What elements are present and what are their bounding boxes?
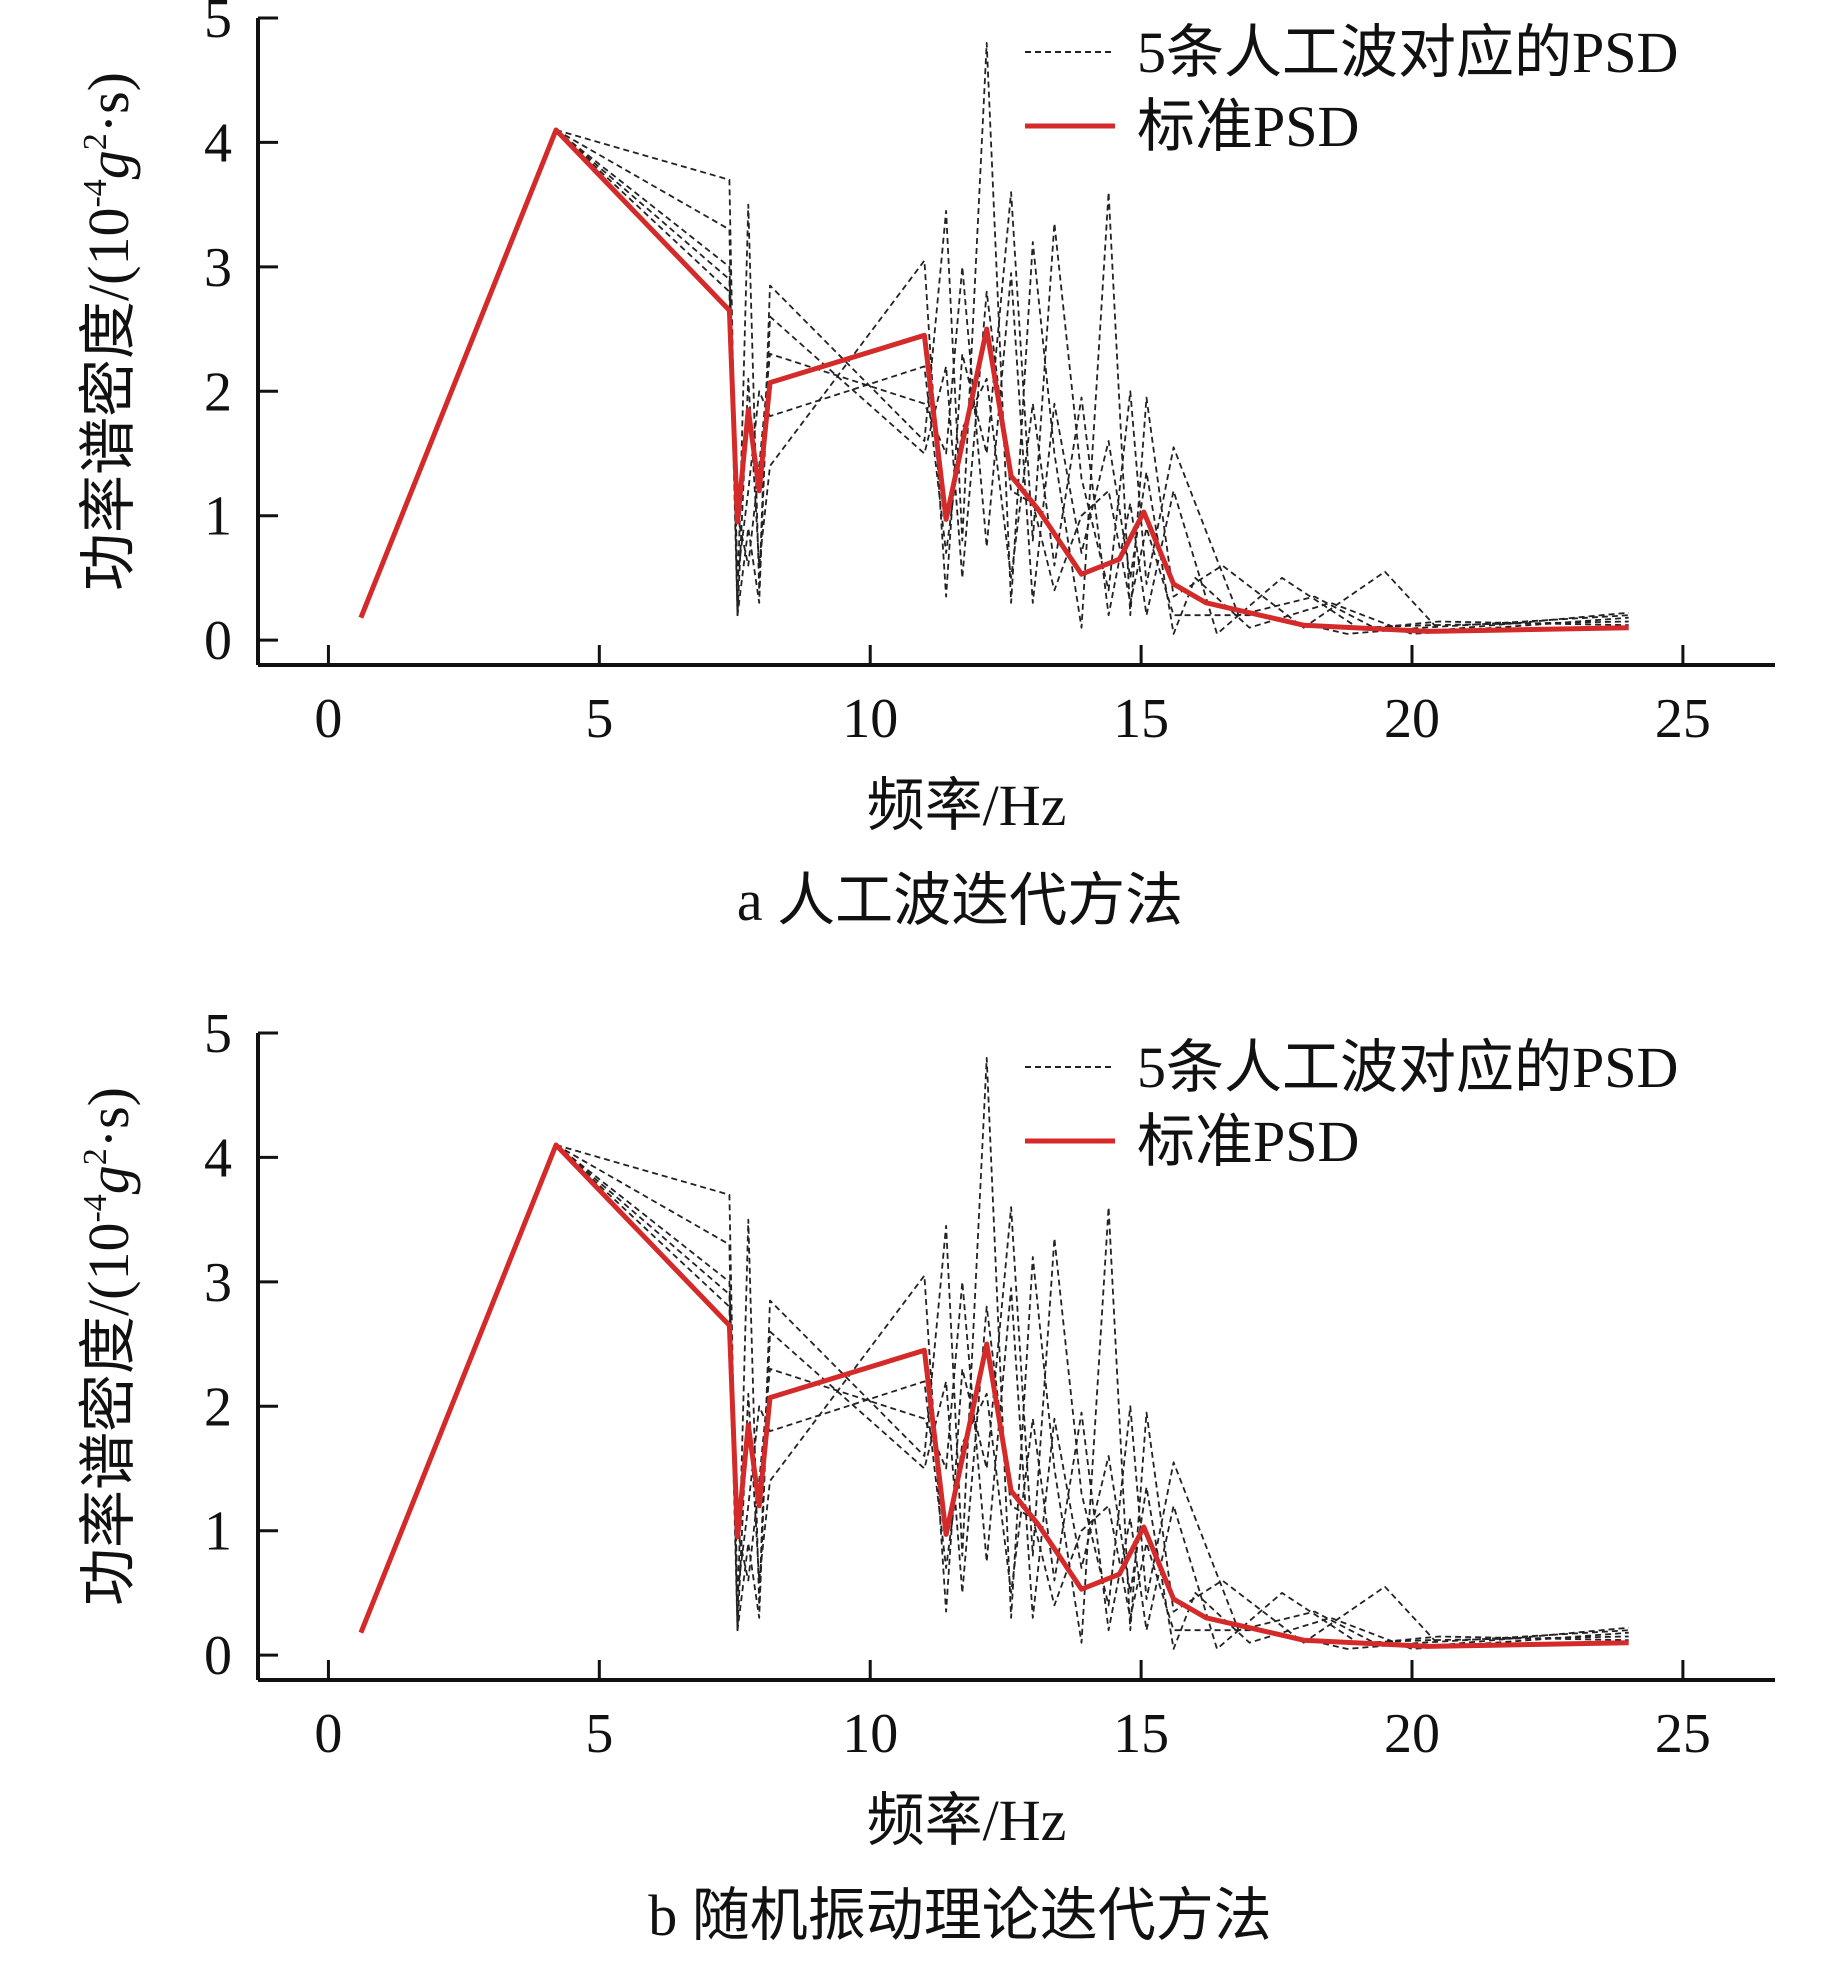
y-axis-label: 功率谱密度/(10-4g2·s) [76,1087,141,1606]
series-line-standard-psd [358,127,1629,634]
y-axis-label-part: -4 [77,1194,114,1222]
series-line-artificial-wave-1 [555,1057,1629,1647]
y-tick-label: 0 [204,1625,232,1687]
series-line-artificial-wave-4 [555,129,1629,635]
series-line-standard-psd [358,1142,1629,1649]
panel-caption: b 随机振动理论迭代方法 [648,1883,1272,1948]
y-tick-label: 4 [204,1127,232,1189]
x-tick-label: 10 [842,688,898,750]
y-axis-label-part: ·s) [76,1087,141,1148]
y-axis-label-part: 2 [77,133,114,150]
x-tick-label: 5 [585,1703,613,1765]
x-axis-label: 频率/Hz [867,1788,1067,1853]
panel-caption: a 人工波迭代方法 [737,868,1183,933]
y-tick-label: 2 [204,361,232,423]
y-tick-label: 2 [204,1376,232,1438]
series-line-artificial-wave-2 [555,1144,1629,1644]
x-tick-label: 20 [1384,688,1440,750]
series-line-artificial-wave-1 [555,42,1629,632]
y-tick-label: 5 [204,1003,232,1065]
y-axis-label: 功率谱密度/(10-4g2·s) [76,72,141,591]
y-axis-label-part: 2 [77,1148,114,1165]
y-tick-label: 0 [204,610,232,672]
series-line-artificial-wave-3 [555,1144,1629,1650]
legend-label: 5条人工波对应的PSD [1137,20,1678,85]
x-tick-label: 15 [1113,688,1169,750]
x-tick-label: 25 [1655,1703,1711,1765]
x-tick-label: 5 [585,688,613,750]
y-axis-label-part: g [76,150,141,179]
x-axis-label: 频率/Hz [867,773,1067,838]
y-tick-label: 4 [204,112,232,174]
legend-label: 5条人工波对应的PSD [1137,1035,1678,1100]
y-tick-label: 1 [204,486,232,548]
y-tick-label: 5 [204,0,232,50]
y-tick-label: 3 [204,237,232,299]
chart-panel-a: 0 5 10 15 20 25 0 1 2 3 4 5 5条人工波对应的PSD 标准PSD 频率/Hz 功率谱… [76,0,1775,933]
x-tick-label: 0 [314,688,342,750]
y-axis-label-part: g [76,1165,141,1194]
x-tick-label: 15 [1113,1703,1169,1765]
y-axis-label-part: 功率谱密度/(10 [76,208,141,591]
x-tick-label: 10 [842,1703,898,1765]
x-tick-label: 0 [314,1703,342,1765]
y-axis-label-part: ·s) [76,72,141,133]
y-tick-label: 1 [204,1501,232,1563]
series-line-artificial-wave-5 [555,1144,1629,1650]
y-tick-label: 3 [204,1252,232,1314]
series-line-artificial-wave-5 [555,129,1629,635]
chart-panel-b: 0 5 10 15 20 25 0 1 2 3 4 5 5条人工波对应的PSD 标准PSD 频率/Hz 功率谱… [76,1003,1775,1948]
series-line-artificial-wave-2 [555,129,1629,629]
series-line-artificial-wave-3 [555,129,1629,635]
x-tick-label: 25 [1655,688,1711,750]
legend-label: 标准PSD [1137,94,1359,159]
x-tick-label: 20 [1384,1703,1440,1765]
y-axis-label-part: 功率谱密度/(10 [76,1223,141,1606]
y-axis-label-part: -4 [77,179,114,207]
series-line-artificial-wave-4 [555,1144,1629,1650]
legend-label: 标准PSD [1137,1109,1359,1174]
